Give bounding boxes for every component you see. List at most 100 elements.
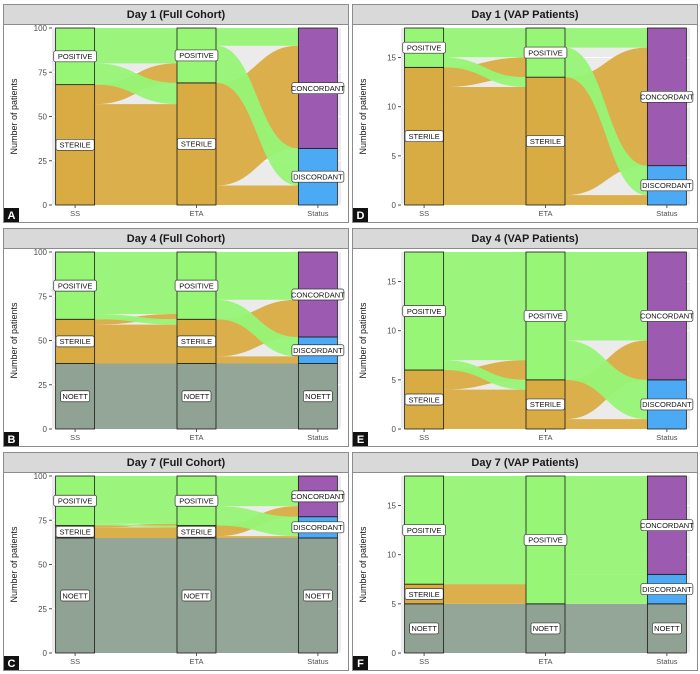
stratum-label-text: DISCORDANT — [293, 172, 343, 181]
stratum-label-box — [55, 335, 95, 348]
flows — [443, 252, 648, 429]
stratum-label-box — [177, 335, 216, 348]
flow-band — [216, 356, 299, 364]
x-tick-label: ETA — [189, 433, 203, 442]
stratum-label-box — [60, 390, 90, 403]
stratum-label-box — [291, 170, 345, 183]
stratum-label-text: CONCORDANT — [640, 93, 694, 102]
stratum-label-box — [303, 390, 333, 403]
stratum-label: STERILE — [177, 525, 216, 538]
x-tick-label: Status — [656, 209, 678, 218]
stratum-label: STERILE — [177, 335, 216, 348]
panel-letter-box — [4, 208, 19, 222]
stratum-label: DISCORDANT — [640, 398, 694, 411]
y-tick-label: 0 — [43, 201, 48, 210]
y-axis-label: Number of patients — [358, 302, 368, 379]
stratum-label: POSITIVE — [523, 46, 568, 59]
x-tick-label: Status — [656, 433, 678, 442]
stratum-label-text: NOETT — [305, 392, 331, 401]
stratum-label-box — [174, 49, 219, 62]
stratum-label-box — [53, 50, 97, 63]
chart-title: Day 4 (VAP Patients) — [471, 233, 579, 245]
panel-letter-badge: D — [353, 208, 368, 222]
y-tick-label: 0 — [43, 425, 48, 434]
stratum-label-text: STERILE — [59, 528, 90, 537]
x-tick-label: ETA — [538, 657, 552, 666]
flow-band — [565, 476, 648, 575]
x-tick-label: SS — [419, 209, 429, 218]
y-axis-label: Number of patients — [358, 526, 368, 603]
y-tick-label: 0 — [392, 201, 397, 210]
stratum-label-text: DISCORDANT — [293, 346, 343, 355]
stratum-label: POSITIVE — [53, 494, 97, 507]
stratum-label: CONCORDANT — [291, 82, 345, 95]
stratum-label: STERILE — [177, 138, 216, 150]
y-tick-label: 5 — [392, 152, 397, 161]
stratum-label: CONCORDANT — [291, 490, 345, 503]
stratum-label-text: NOETT — [411, 624, 437, 633]
stratum-label-text: NOETT — [533, 624, 559, 633]
y-tick-label: 75 — [38, 516, 47, 525]
flow-band — [216, 506, 299, 537]
y-tick-label: 50 — [38, 561, 47, 570]
stratum-label-box — [640, 90, 694, 103]
panel-letter: E — [357, 434, 364, 446]
y-tick-label: 10 — [387, 551, 396, 560]
stratum-label-box — [291, 288, 345, 301]
stratum-label-box — [523, 534, 568, 546]
x-tick-label: ETA — [189, 657, 203, 666]
x-tick-label: SS — [70, 433, 80, 442]
flow-band — [94, 527, 177, 538]
stratum-label-text: POSITIVE — [407, 307, 442, 316]
panel-letter-box — [353, 208, 368, 222]
stratum-label-box — [652, 622, 682, 635]
stratum-label: NOETT — [409, 622, 439, 635]
x-tick-label: ETA — [538, 433, 552, 442]
y-axis-label: Number of patients — [358, 78, 368, 155]
x-tick-label: Status — [656, 657, 678, 666]
alluvial-chart: Day 4 (Full Cohort) 0 25 50 75 100 NOETT STERIL… — [3, 228, 349, 447]
stratum-label-box — [55, 525, 95, 538]
stratum-label-text: STERILE — [181, 337, 212, 346]
stratum-label-text: CONCORDANT — [640, 521, 694, 530]
alluvial-chart: Day 1 (VAP Patients) 0 5 10 15 STERILE POSITIV… — [352, 4, 698, 223]
flow-band — [443, 603, 526, 653]
stratum-label: DISCORDANT — [291, 344, 345, 357]
alluvial-chart: Day 4 (VAP Patients) 0 5 10 15 STERILE POSITIV… — [352, 228, 698, 447]
chart-panel-e: Day 4 (VAP Patients) 0 5 10 15 STERILE POSITIV… — [352, 228, 698, 447]
y-tick-label: 100 — [34, 472, 48, 481]
stratum-label: NOETT — [303, 390, 333, 403]
panel-letter: B — [8, 434, 16, 446]
flow-band — [216, 476, 299, 507]
flow-band — [94, 324, 177, 364]
panel-letter-box — [4, 432, 19, 446]
title-strip — [3, 228, 349, 249]
chart-panel-a: Day 1 (Full Cohort) 0 25 50 75 100 STERILE POSI… — [3, 4, 349, 223]
stratum-label-text: STERILE — [530, 137, 561, 146]
y-tick-label: 15 — [387, 278, 396, 287]
alluvial-chart: Day 1 (Full Cohort) 0 25 50 75 100 STERILE POSI… — [3, 4, 349, 223]
strata: STERILE POSITIVE STERILE POSITIVE DISCORDANT… — [53, 27, 345, 206]
stratum-label-box — [640, 398, 694, 411]
stratum-label-box — [177, 525, 216, 538]
chart-title: Day 7 (VAP Patients) — [471, 457, 579, 469]
stratum-label: STERILE — [404, 588, 444, 600]
y-axis-label: Number of patients — [9, 526, 19, 603]
flow-band — [94, 523, 177, 528]
stratum-label-text: POSITIVE — [179, 51, 214, 60]
flow-band — [443, 476, 526, 585]
panel-letter: A — [8, 210, 16, 222]
flow-band — [94, 476, 177, 524]
panel-letter-badge: F — [353, 656, 368, 670]
flow-band — [565, 252, 648, 341]
y-tick-label: 0 — [392, 425, 397, 434]
stratum-label-box — [181, 390, 212, 403]
stratum-label-text: STERILE — [408, 395, 439, 404]
stratum-label: STERILE — [55, 138, 95, 151]
y-tick-label: 10 — [387, 327, 396, 336]
flow-band — [94, 313, 177, 325]
flow-band — [565, 195, 648, 205]
stratum-label-box — [530, 622, 561, 635]
stratum-label-box — [402, 524, 446, 536]
y-tick-label: 15 — [387, 502, 396, 511]
